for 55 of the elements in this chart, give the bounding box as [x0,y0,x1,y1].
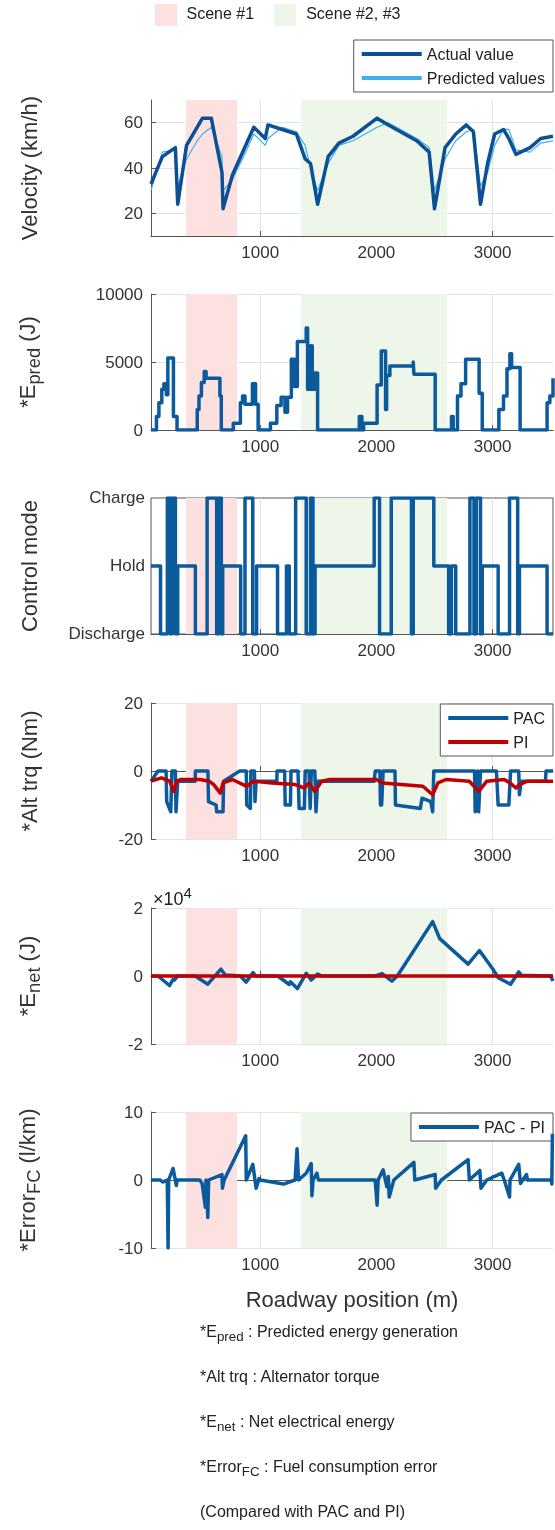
y-tick-label: 0 [133,420,143,440]
x-axis-title: Roadway position (m) [245,1286,459,1312]
y-axis-title: Control mode [17,499,43,633]
line-series [149,776,555,797]
legend-label: PAC [513,709,546,727]
annotation: ×10$^{4}$ [153,884,192,910]
y-tick-label: -20 [118,829,143,849]
y-tick-label: 2 [133,898,143,918]
x-tick-label: 2000 [357,243,396,262]
text: Discharge [68,624,145,644]
y-tick-label: 60 [124,113,143,133]
text: *E$_{pred}$ : Predicted energy generation [200,1323,458,1345]
x-tick-label: 1000 [241,846,280,865]
y-axis-title: Velocity (km/h) [17,95,43,241]
x-tick-label: 2000 [357,641,396,660]
y-tick-label: 40 [124,158,143,178]
x-tick-label: 1000 [241,1255,280,1274]
x-tick-label: 3000 [473,437,512,456]
x-tick-label: 1000 [241,1051,280,1070]
x-tick-label: 2000 [357,437,396,456]
text: (Compared with PAC and PI) [200,1503,406,1521]
y-tick-label: 5000 [105,352,143,372]
x-tick-label: 2000 [357,1255,396,1274]
y-tick-label: 0 [133,1170,143,1190]
legend-label: Scene #1 [186,5,255,23]
legend-label: PAC - PI [483,1118,545,1136]
text: *Error$_{FC}$ : Fuel consumption error [200,1458,438,1480]
x-tick-label: 1000 [241,641,280,660]
x-tick-label: 1000 [241,437,280,456]
x-tick-label: 3000 [473,1255,512,1274]
x-tick-label: 3000 [473,846,512,865]
y-tick-label: 0 [133,966,143,986]
legend-label: PI [513,733,529,751]
text: *E$_{net}$ : Net electrical energy [200,1413,395,1435]
legend-label: Predicted values [426,69,546,87]
y-tick-label: -2 [127,1034,143,1054]
line-series [149,116,555,211]
x-tick-label: 3000 [473,243,512,262]
y-tick-label: 10000 [95,284,143,304]
text: Charge [89,488,145,508]
text: Hold [110,556,145,576]
y-axis-title: *Alt trq (Nm) [17,710,43,832]
x-tick-label: 2000 [357,1051,396,1070]
x-tick-label: 1000 [241,243,280,262]
x-tick-label: 3000 [473,1051,512,1070]
y-tick-label: 20 [124,203,143,223]
text: *Alt trq : Alternator torque [200,1368,380,1386]
y-tick-label: 20 [124,693,143,713]
x-tick-label: 3000 [473,641,512,660]
y-tick-label: 0 [133,761,143,781]
x-tick-label: 2000 [357,846,396,865]
y-tick-label: 10 [124,1102,143,1122]
legend-label: Actual value [426,45,514,63]
y-tick-label: -10 [118,1238,143,1258]
legend-label: Scene #2, #3 [306,5,401,23]
